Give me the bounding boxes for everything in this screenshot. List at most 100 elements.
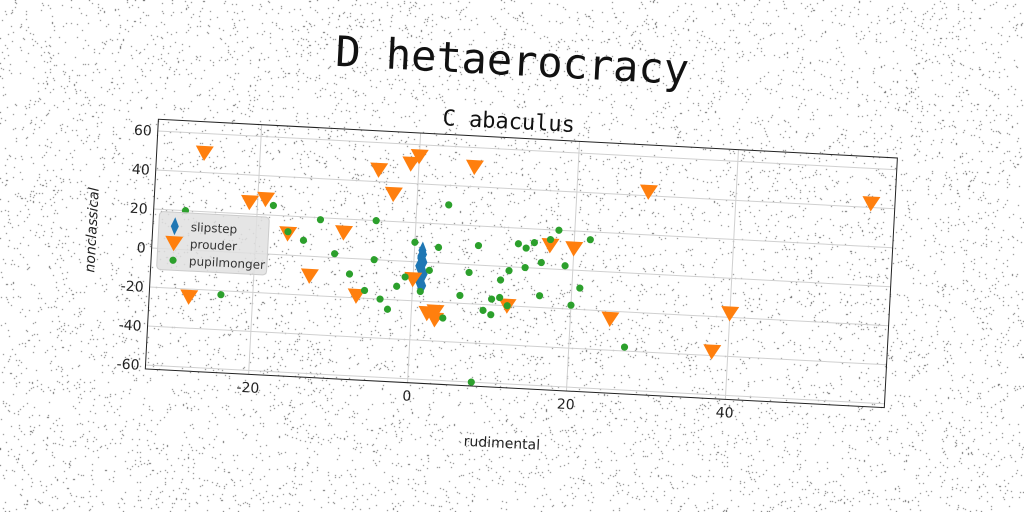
pupilmonger-point bbox=[401, 273, 409, 281]
pupilmonger-point bbox=[393, 282, 401, 290]
pupilmonger-point bbox=[467, 378, 475, 386]
prouder-point bbox=[370, 162, 389, 178]
y-tick-label: 60 bbox=[134, 123, 153, 140]
prouder-point bbox=[601, 311, 620, 327]
y-gridline bbox=[157, 130, 897, 171]
pupilmonger-point bbox=[487, 295, 496, 303]
slipstep-point bbox=[417, 247, 426, 266]
x-tick-label: 20 bbox=[556, 397, 575, 414]
data-points bbox=[180, 145, 881, 386]
axes-frame bbox=[144, 118, 898, 409]
pupilmonger-point bbox=[535, 292, 544, 300]
pupilmonger-point bbox=[620, 343, 629, 351]
chart-figure: C abaculus -20 0 20 40 -60 -40 -20 0 20 40 60 slip… bbox=[61, 75, 940, 499]
legend-marker-slipstep bbox=[170, 217, 179, 236]
pupilmonger-point bbox=[505, 267, 513, 275]
legend-label: slipstep bbox=[190, 220, 237, 236]
prouder-point bbox=[241, 194, 260, 211]
pupilmonger-point bbox=[383, 305, 392, 313]
prouder-point bbox=[465, 159, 484, 176]
prouder-point bbox=[257, 191, 276, 208]
pupilmonger-point bbox=[376, 295, 384, 303]
prouder-point bbox=[335, 225, 354, 241]
prouder-point bbox=[541, 237, 560, 254]
pupilmonger-point bbox=[370, 256, 378, 264]
pupilmonger-point bbox=[503, 302, 511, 310]
pupilmonger-point bbox=[299, 236, 308, 244]
x-tick-label: 0 bbox=[402, 388, 412, 404]
pupilmonger-point bbox=[465, 268, 473, 277]
pupilmonger-point bbox=[546, 235, 555, 244]
x-gridline bbox=[565, 141, 581, 392]
pupilmonger-point bbox=[445, 201, 453, 209]
pupilmonger-point bbox=[316, 216, 325, 224]
pupilmonger-point bbox=[555, 226, 563, 234]
pupilmonger-point bbox=[456, 291, 464, 300]
pupilmonger-point bbox=[474, 241, 483, 250]
prouder-point bbox=[195, 145, 214, 161]
prouder-point bbox=[639, 184, 658, 200]
pupilmonger-point bbox=[284, 228, 292, 236]
prouder-point bbox=[347, 288, 366, 304]
prouder-point bbox=[402, 156, 421, 172]
pupilmonger-point bbox=[530, 239, 538, 247]
prouder-point bbox=[410, 148, 429, 165]
prouder-point bbox=[703, 344, 722, 360]
pupilmonger-point bbox=[514, 240, 522, 248]
slipstep-point bbox=[415, 272, 424, 291]
x-gridline bbox=[724, 149, 739, 400]
prouder-point bbox=[300, 268, 319, 284]
pupilmonger-point bbox=[567, 301, 575, 309]
pupilmonger-point bbox=[586, 236, 594, 244]
pupilmonger-point bbox=[372, 217, 380, 225]
pupilmonger-point bbox=[434, 243, 443, 251]
y-tick-label: -40 bbox=[118, 318, 142, 335]
y-gridline bbox=[151, 247, 891, 288]
scatter-plot: -20 0 20 40 -60 -40 -20 0 20 40 60 slipstepprouder… bbox=[116, 118, 898, 422]
y-tick-label: -20 bbox=[120, 279, 144, 296]
gridlines bbox=[145, 124, 897, 405]
prouder-point bbox=[384, 186, 403, 203]
prouder-point bbox=[404, 271, 423, 288]
x-tick-label: 40 bbox=[715, 405, 734, 422]
x-gridline bbox=[407, 132, 422, 383]
pupilmonger-point bbox=[439, 314, 447, 322]
y-tick-label: 20 bbox=[129, 201, 148, 218]
pupilmonger-point bbox=[217, 291, 225, 299]
pupilmonger-point bbox=[425, 266, 433, 274]
pupilmonger-point bbox=[576, 284, 584, 292]
legend-marker-pupilmonger bbox=[169, 256, 177, 264]
y-gridline bbox=[155, 169, 895, 210]
pupilmonger-point bbox=[496, 293, 504, 302]
y-gridline bbox=[149, 286, 889, 327]
pupilmonger-point bbox=[331, 250, 339, 258]
pupilmonger-point bbox=[411, 238, 419, 246]
legend-box bbox=[156, 211, 270, 276]
pupilmonger-point bbox=[537, 258, 545, 267]
pupilmonger-point bbox=[345, 270, 354, 278]
y-gridline bbox=[145, 364, 885, 405]
legend-marker-prouder bbox=[165, 235, 184, 252]
pupilmonger-point bbox=[496, 276, 505, 284]
prouder-point bbox=[721, 306, 740, 322]
prouder-point bbox=[418, 305, 437, 322]
pupilmonger-point bbox=[561, 262, 569, 270]
tick-labels: -20 0 20 40 -60 -40 -20 0 20 40 60 bbox=[116, 123, 734, 422]
pupilmonger-point bbox=[416, 287, 424, 296]
x-tick-label: -20 bbox=[236, 380, 260, 397]
pupilmonger-point bbox=[479, 306, 487, 314]
prouder-point bbox=[862, 196, 881, 212]
pupilmonger-point bbox=[360, 286, 369, 295]
pupilmonger-point bbox=[269, 201, 277, 210]
pupilmonger-point bbox=[522, 244, 530, 252]
pupilmonger-point bbox=[521, 263, 529, 272]
y-tick-label: 40 bbox=[131, 162, 150, 179]
prouder-point bbox=[426, 312, 445, 328]
y-gridline bbox=[153, 208, 893, 249]
y-gridline bbox=[147, 325, 887, 366]
prouder-point bbox=[180, 289, 199, 305]
prouder-point bbox=[565, 241, 584, 257]
y-tick-label: 0 bbox=[136, 240, 146, 256]
y-tick-label: -60 bbox=[116, 357, 140, 374]
